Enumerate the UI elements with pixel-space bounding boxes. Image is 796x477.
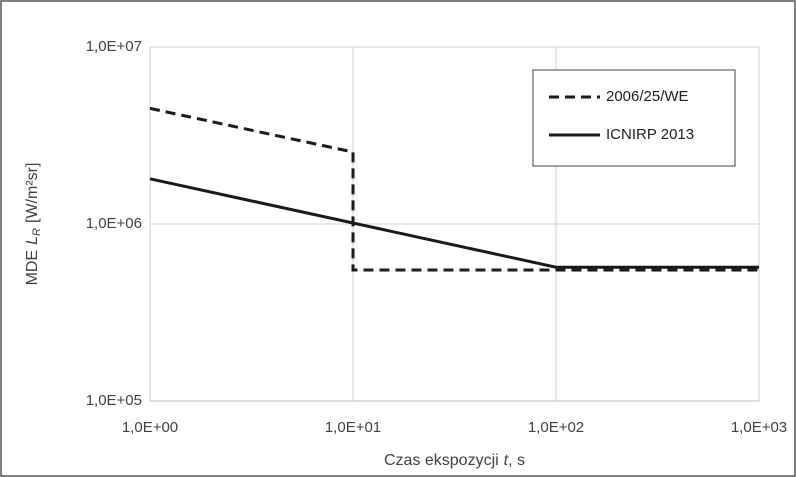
y-title-text: MDE (24, 250, 41, 286)
y-tick-label: 1,0E+06 (86, 215, 142, 232)
series-line (149, 177, 759, 269)
x-title-text: Czas ekspozycji (384, 452, 499, 469)
y-axis-title: MDE LR [W/m²sr] (24, 163, 43, 286)
x-title-symbol: t (504, 452, 509, 469)
y-title-unit: [W/m²sr] (24, 163, 41, 223)
legend-label: 2006/25/WE (606, 88, 689, 105)
x-tick-label: 1,0E+03 (731, 419, 787, 436)
x-tick-label: 1,0E+00 (122, 419, 178, 436)
y-tick-label: 1,0E+05 (86, 392, 142, 409)
legend: 2006/25/WE ICNIRP 2013 (532, 69, 736, 167)
x-tick-label: 1,0E+01 (325, 419, 381, 436)
legend-label: ICNIRP 2013 (606, 126, 694, 143)
y-title-symbol: L (24, 236, 41, 245)
x-tick-label: 1,0E+02 (528, 419, 584, 436)
legend-box (532, 69, 736, 167)
y-tick-label: 1,0E+07 (86, 38, 142, 55)
x-title-unit: , s (508, 452, 525, 469)
y-title-subscript: R (31, 228, 43, 236)
x-axis-title: Czas ekspozycji t, s (384, 452, 525, 469)
series-line (149, 106, 759, 272)
